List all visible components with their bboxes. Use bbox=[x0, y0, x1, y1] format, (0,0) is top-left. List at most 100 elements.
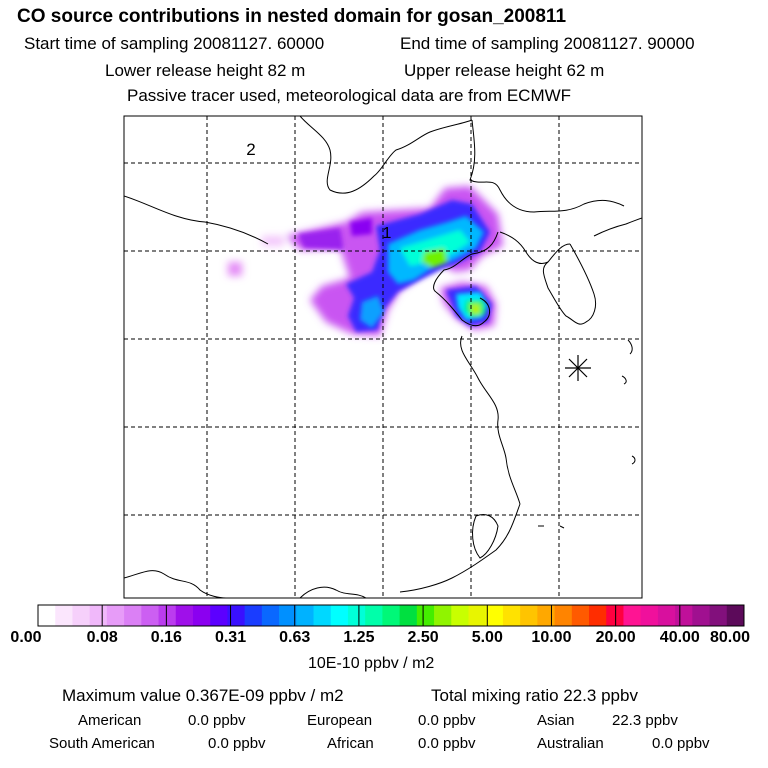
colorbar-segment bbox=[692, 605, 710, 626]
colorbar-tick-label: 0.31 bbox=[214, 629, 247, 646]
american-value: 0.0 ppbv bbox=[188, 712, 246, 729]
receptor-star-icon bbox=[565, 355, 591, 381]
korea-coast bbox=[542, 243, 597, 325]
upper-release-height: Upper release height 62 m bbox=[404, 61, 605, 80]
colorbar-tick-label: 0.00 bbox=[10, 629, 42, 646]
coastline bbox=[433, 231, 499, 293]
maximum-value: Maximum value 0.367E-09 ppbv / m2 bbox=[62, 686, 344, 705]
colorbar-tick-label: 20.00 bbox=[595, 629, 636, 646]
page-title: CO source contributions in nested domain… bbox=[17, 6, 567, 27]
border-line bbox=[124, 570, 227, 598]
colorbar-segment bbox=[640, 605, 659, 626]
coastline bbox=[435, 291, 490, 327]
asian-label: Asian bbox=[537, 712, 575, 729]
border-line bbox=[469, 119, 625, 213]
china-coast bbox=[399, 503, 521, 593]
colorbar-segment bbox=[158, 605, 177, 626]
colorbar-segment bbox=[124, 605, 142, 626]
colorbar-segment bbox=[675, 605, 693, 626]
colorbar-segment bbox=[606, 605, 624, 626]
australian-label: Australian bbox=[537, 735, 604, 752]
taiwan-coast bbox=[472, 513, 499, 559]
colorbar-segment bbox=[347, 605, 366, 626]
colorbar-segment bbox=[434, 605, 452, 626]
american-label: American bbox=[78, 712, 142, 729]
colorbar-segment bbox=[72, 605, 91, 626]
colorbar-segment bbox=[227, 605, 246, 626]
colorbar-segment bbox=[313, 605, 332, 626]
european-value: 0.0 ppbv bbox=[418, 712, 476, 729]
colorbar-tick-label: 5.00 bbox=[471, 629, 503, 646]
coastline bbox=[593, 217, 642, 237]
start-time: Start time of sampling 20081127. 60000 bbox=[24, 34, 325, 53]
asian-value: 22.3 ppbv bbox=[612, 712, 678, 729]
colorbar-segment bbox=[623, 605, 642, 626]
colorbar-segment bbox=[106, 605, 125, 626]
colorbar-segment bbox=[89, 605, 108, 626]
colorbar-segment bbox=[657, 605, 676, 626]
islands bbox=[538, 339, 636, 529]
end-time: End time of sampling 20081127. 90000 bbox=[400, 34, 695, 53]
china-coast bbox=[460, 335, 521, 505]
colorbar-segment bbox=[365, 605, 383, 626]
colorbar-segment bbox=[554, 605, 573, 626]
gridlines bbox=[124, 116, 642, 598]
tracer-note: Passive tracer used, meteorological data… bbox=[127, 86, 572, 105]
colorbar-segment bbox=[141, 605, 159, 626]
colorbar-tick-label: 10.00 bbox=[531, 629, 572, 646]
colorbar-frame bbox=[37, 604, 745, 627]
total-mixing-ratio: Total mixing ratio 22.3 ppbv bbox=[431, 686, 638, 705]
colorbar-segment bbox=[330, 605, 349, 626]
colorbar-segment bbox=[55, 605, 73, 626]
colorbar-tick-label: 40.00 bbox=[659, 629, 700, 646]
african-label: African bbox=[327, 735, 374, 752]
plume-core bbox=[400, 230, 470, 266]
colorbar-segment bbox=[296, 605, 314, 626]
colorbar bbox=[38, 605, 745, 626]
colorbar-tick-label: 80.00 bbox=[709, 629, 751, 646]
plume-patch bbox=[262, 236, 284, 246]
colorbar-tick-label: 0.63 bbox=[279, 629, 311, 646]
border-line bbox=[299, 586, 367, 598]
european-label: European bbox=[307, 712, 373, 729]
coastlines bbox=[124, 116, 642, 598]
concentration-field bbox=[228, 186, 503, 336]
colorbar-tick-label: 0.16 bbox=[150, 629, 182, 646]
colorbar-segment bbox=[451, 605, 469, 626]
plume-hotspot-south bbox=[470, 304, 480, 314]
colorbar-segment bbox=[382, 605, 401, 626]
colorbar-segment bbox=[502, 605, 521, 626]
colorbar-tick-label: 0.08 bbox=[86, 629, 118, 646]
plume-mid bbox=[298, 228, 344, 250]
colorbar-segment bbox=[175, 605, 194, 626]
colorbar-units: 10E-10 ppbv / m2 bbox=[308, 655, 435, 672]
colorbar-segment bbox=[537, 605, 555, 626]
plume-hotspot bbox=[422, 248, 448, 268]
colorbar-segment bbox=[726, 605, 745, 626]
south-american-value: 0.0 ppbv bbox=[208, 735, 266, 752]
colorbar-segment bbox=[210, 605, 228, 626]
colorbar-segment bbox=[261, 605, 280, 626]
map-frame bbox=[123, 115, 643, 599]
african-value: 0.0 ppbv bbox=[418, 735, 476, 752]
colorbar-segment bbox=[416, 605, 435, 626]
plume-patch bbox=[228, 262, 242, 276]
colorbar-segment bbox=[709, 605, 728, 626]
colorbar-segment bbox=[589, 605, 607, 626]
south-american-label: South American bbox=[49, 735, 155, 752]
colorbar-segment bbox=[279, 605, 297, 626]
lower-release-height: Lower release height 82 m bbox=[105, 61, 306, 80]
colorbar-segment bbox=[38, 605, 56, 626]
colorbar-segment bbox=[485, 605, 504, 626]
colorbar-tick-label: 1.25 bbox=[343, 629, 375, 646]
plume-mid bbox=[350, 218, 372, 236]
colorbar-segment bbox=[468, 605, 487, 626]
map-label-1: 1 bbox=[383, 225, 392, 242]
colorbar-segment bbox=[399, 605, 418, 626]
australian-value: 0.0 ppbv bbox=[652, 735, 710, 752]
colorbar-segment bbox=[192, 605, 211, 626]
border-line bbox=[124, 116, 473, 200]
map-label-2: 2 bbox=[246, 140, 255, 159]
plume-inner bbox=[360, 296, 384, 328]
